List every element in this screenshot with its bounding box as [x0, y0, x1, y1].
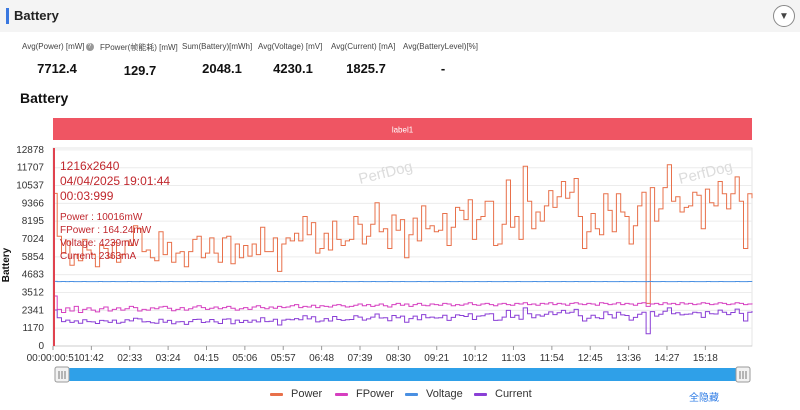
y-axis-label: Battery	[1, 247, 12, 282]
tooltip-line: 1216x2640	[60, 159, 120, 173]
x-tick-label: 01:42	[79, 353, 104, 364]
y-tick-label: 12878	[16, 145, 44, 156]
y-tick-label: 8195	[22, 216, 45, 227]
x-tick-label: 08:30	[386, 353, 411, 364]
stat-value: 129.7	[123, 63, 157, 78]
legend-item-power[interactable]: Power	[270, 388, 322, 400]
label-band-text: label1	[392, 126, 414, 135]
legend-label: Power	[291, 388, 323, 400]
legend-swatch	[405, 392, 418, 396]
x-tick-label: 00:00:00:51	[27, 353, 80, 364]
stat-fpower: FPower(帧能耗) [mW] 129.7	[100, 42, 180, 78]
stat-sum-battery: Sum(Battery)[mWh] 2048.1	[182, 42, 262, 76]
hide-all-link[interactable]: 全隐藏	[689, 393, 719, 404]
stat-label: Avg(Voltage) [mV]	[258, 42, 323, 51]
x-tick-label: 11:54	[540, 353, 565, 364]
legend-label: Current	[495, 388, 532, 400]
y-tick-label: 5854	[22, 252, 45, 263]
stat-label: FPower(帧能耗) [mW]	[100, 43, 178, 52]
y-tick-label: 11707	[17, 163, 45, 174]
legend-swatch	[335, 392, 348, 396]
y-tick-label: 9366	[22, 198, 45, 209]
chart-title: Battery	[20, 90, 69, 106]
stat-avg-power: Avg(Power) [mW]? 7712.4	[22, 42, 94, 76]
x-tick-label: 05:57	[271, 353, 296, 364]
x-tick-label: 04:15	[194, 353, 219, 364]
tooltip-value: Power : 10016mW	[60, 212, 143, 223]
stat-label: Avg(Power) [mW]	[22, 42, 85, 51]
series-line-fpower	[53, 295, 753, 313]
battery-chart: label1 0 1170 2341 3512 4683 5854 7024 8195 9366 1…	[1, 118, 753, 383]
x-tick-label: 06:48	[309, 353, 334, 364]
stat-label: Avg(BatteryLevel)[%]	[403, 42, 478, 51]
chevron-down-icon: ▼	[779, 10, 789, 22]
tooltip-line: 00:03:999	[60, 189, 114, 203]
x-tick-label: 12:45	[578, 353, 603, 364]
y-tick-label: 4683	[22, 270, 45, 281]
x-tick-label: 11:03	[501, 353, 526, 364]
legend-label: Voltage	[426, 388, 463, 400]
stat-value: -	[440, 61, 446, 76]
y-tick-label: 10537	[16, 181, 44, 192]
info-icon[interactable]: ?	[85, 42, 94, 51]
y-tick-label: 0	[38, 341, 44, 352]
stat-label: Sum(Battery)[mWh]	[182, 42, 253, 51]
section-header: Battery ▼	[0, 0, 800, 32]
x-tick-label: 07:39	[347, 353, 372, 364]
section-accent-bar	[6, 8, 9, 24]
tooltip-value: Voltage: 4239mW	[60, 238, 139, 249]
stat-value: 1825.7	[346, 61, 386, 76]
section-title: Battery	[14, 8, 59, 23]
x-tick-label: 14:27	[654, 353, 679, 364]
x-tick-label: 02:33	[117, 353, 142, 364]
y-tick-label: 1170	[22, 323, 44, 334]
collapse-toggle-button[interactable]: ▼	[773, 5, 795, 27]
range-slider-track[interactable]	[55, 368, 750, 381]
stat-value: 2048.1	[202, 61, 242, 76]
legend-item-voltage[interactable]: Voltage	[405, 388, 463, 400]
stat-avg-current: Avg(Current) [mA] 1825.7	[331, 42, 401, 76]
plot-area	[52, 147, 753, 347]
legend-item-current[interactable]: Current	[474, 388, 532, 400]
series-line-power	[53, 164, 753, 304]
legend-swatch	[270, 392, 283, 396]
label-band	[53, 118, 752, 140]
y-tick-label: 2341	[22, 305, 45, 316]
legend-item-fpower[interactable]: FPower	[335, 388, 394, 400]
y-tick-label: 3512	[22, 288, 45, 299]
x-tick-label: 09:21	[424, 353, 449, 364]
stat-avg-battery-level: Avg(BatteryLevel)[%] -	[403, 42, 483, 76]
stat-value: 7712.4	[37, 61, 77, 76]
x-tick-label: 15:18	[693, 353, 718, 364]
tooltip-value: FPower : 164.24mW	[60, 225, 152, 236]
x-tick-label: 03:24	[156, 353, 181, 364]
legend-label: FPower	[356, 388, 394, 400]
stat-label: Avg(Current) [mA]	[331, 42, 396, 51]
stat-avg-voltage: Avg(Voltage) [mV] 4230.1	[258, 42, 328, 76]
y-tick-label: 7024	[22, 234, 45, 245]
stats-summary: Avg(Power) [mW]? 7712.4 FPower(帧能耗) [mW]…	[22, 42, 542, 82]
x-tick-label: 13:36	[616, 353, 641, 364]
legend-swatch	[474, 392, 487, 396]
tooltip-line: 04/04/2025 19:01:44	[60, 174, 170, 188]
tooltip-value: Current: 2363mA	[60, 251, 136, 262]
x-tick-label: 10:12	[463, 353, 488, 364]
x-tick-label: 05:06	[232, 353, 257, 364]
series-line-current	[53, 307, 753, 335]
stat-value: 4230.1	[273, 61, 313, 76]
